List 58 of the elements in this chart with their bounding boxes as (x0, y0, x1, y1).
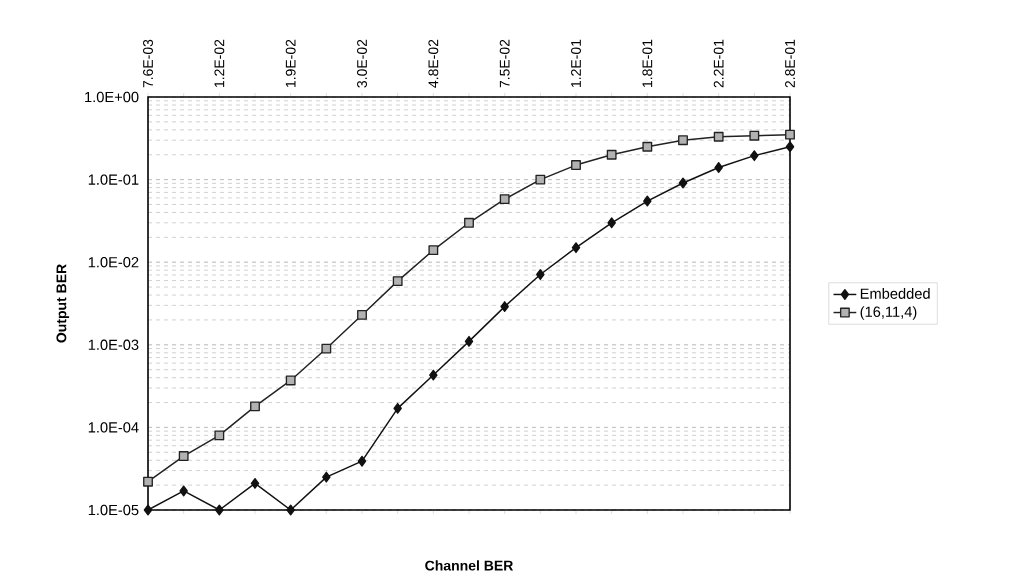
point (606, 149, 617, 160)
point (571, 160, 581, 170)
point (750, 150, 759, 162)
x-axis-title: Channel BER (425, 560, 514, 571)
point (143, 476, 153, 487)
point (178, 451, 189, 461)
x-tick-label: 1.8E-01 (642, 39, 653, 87)
x-tick-label: 4.8E-02 (428, 39, 439, 88)
point (535, 174, 546, 185)
point (215, 504, 224, 516)
y-tick-label: 1.0E+00 (85, 91, 139, 103)
point (749, 130, 760, 141)
point (464, 335, 474, 347)
legend-label: (16,11,4) (860, 306, 917, 320)
x-tick-label: 2.8E-01 (785, 39, 795, 88)
point (285, 375, 296, 386)
point (678, 135, 688, 146)
x-tick-label: 1.2E-01 (571, 39, 581, 87)
y-tick-label: 1.0E-02 (88, 256, 139, 268)
y-tick-label: 1.0E-05 (88, 504, 139, 516)
point (286, 504, 295, 516)
point (357, 455, 367, 467)
point (393, 402, 402, 414)
point (464, 217, 474, 228)
y-tick-label: 1.0E-03 (88, 339, 139, 350)
point (143, 504, 153, 516)
y-tick-label: 1.0E-04 (88, 422, 139, 433)
point (250, 477, 260, 489)
point (214, 430, 225, 441)
point (322, 471, 331, 483)
point (357, 309, 367, 320)
x-tick-label: 1.9E-02 (285, 39, 296, 87)
x-tick-label: 3.0E-02 (357, 39, 367, 88)
point (571, 242, 581, 254)
point (713, 131, 724, 142)
point (678, 177, 688, 189)
x-tick-label: 2.2E-01 (713, 39, 724, 88)
legend-label: Embedded (860, 288, 930, 299)
point (642, 141, 653, 152)
x-tick-label: 1.2E-02 (214, 39, 225, 87)
point (321, 343, 332, 354)
point (536, 268, 545, 280)
point (428, 245, 439, 255)
point (500, 301, 509, 312)
point (785, 129, 795, 140)
point (392, 276, 403, 286)
x-tick-label: 7.6E-03 (143, 39, 153, 88)
point (250, 401, 260, 412)
x-tick-label: 7.5E-02 (499, 39, 510, 88)
point (643, 195, 652, 207)
point (179, 485, 188, 497)
point (714, 161, 723, 173)
y-axis-title: Output BER (56, 264, 70, 343)
point (785, 141, 795, 153)
point (429, 369, 438, 381)
y-tick-label: 1.0E-01 (88, 174, 139, 185)
point (607, 217, 616, 229)
point (499, 194, 510, 204)
